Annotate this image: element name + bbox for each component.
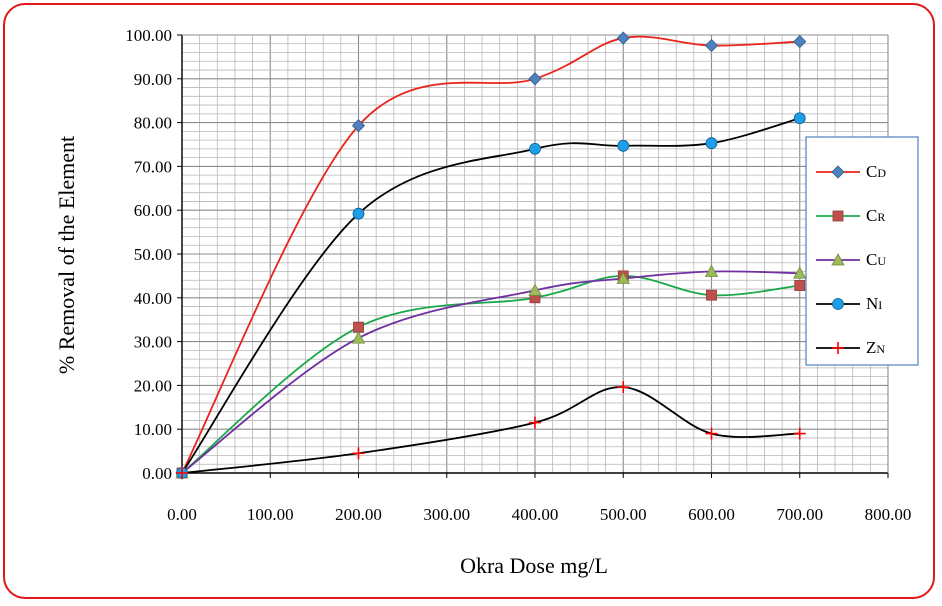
data-point-cu (528, 283, 542, 296)
data-point-cd (528, 72, 542, 86)
x-axis-title: Okra Dose mg/L (460, 553, 608, 578)
legend: CD CR CU NI ZN (805, 136, 919, 366)
y-tick-label: 100.00 (125, 26, 172, 45)
x-tick-label: 200.00 (335, 505, 382, 524)
legend-box (805, 136, 919, 366)
data-point-ni (617, 139, 630, 152)
legend-label-cr: CR (866, 206, 885, 225)
legend-marker-cu (831, 253, 845, 266)
series-line-cd (181, 35, 800, 474)
data-point-zn (705, 427, 718, 440)
data-markers (175, 31, 807, 480)
data-point-zn (176, 467, 188, 479)
data-point-zn (793, 427, 806, 440)
y-tick-label: 40.00 (134, 289, 172, 308)
axes (177, 34, 889, 478)
data-point-cd (704, 38, 719, 53)
legend-label-zn: ZN (866, 338, 885, 357)
y-tick-label: 90.00 (134, 70, 172, 89)
data-point-cd (351, 119, 366, 133)
x-tick-label: 400.00 (512, 505, 559, 524)
data-point-zn (617, 381, 630, 394)
legend-label-cd: CD (866, 162, 886, 181)
y-tick-label: 30.00 (134, 333, 172, 352)
x-tick-label: 700.00 (776, 505, 823, 524)
legend-label-ni: NI (866, 294, 882, 313)
data-point-cu (351, 331, 366, 344)
data-point-cr (706, 289, 717, 301)
y-tick-label: 80.00 (134, 114, 172, 133)
legend-marker-cd (831, 165, 845, 179)
data-point-zn (352, 447, 365, 460)
x-tick-label: 600.00 (688, 505, 735, 524)
series-line-cr (181, 274, 800, 474)
x-tick-label: 300.00 (423, 505, 470, 524)
y-tick-label: 60.00 (134, 201, 172, 220)
y-tick-label: 70.00 (134, 157, 172, 176)
x-tick-label: 100.00 (247, 505, 294, 524)
data-point-cr (353, 321, 364, 333)
chart-frame (3, 3, 935, 599)
data-point-ni (705, 137, 718, 150)
y-tick-label: 20.00 (134, 376, 172, 395)
y-axis-title: % Removal of the Element (54, 136, 79, 374)
gridlines (181, 34, 889, 474)
legend-marker-ni (832, 298, 844, 310)
y-tick-label: 50.00 (134, 245, 172, 264)
data-point-cu (704, 264, 719, 277)
data-point-cu (616, 271, 630, 284)
x-tick-label: 0.00 (167, 505, 197, 524)
data-point-ni (529, 142, 541, 155)
data-point-ni (352, 207, 365, 220)
y-tick-label: 0.00 (142, 464, 172, 483)
x-tick-label: 500.00 (600, 505, 647, 524)
y-tick-label: 10.00 (134, 420, 172, 439)
data-point-cd (793, 35, 807, 49)
tick-labels: 0.00 100.00 200.00 300.00 400.00 500.00 600.00… (125, 26, 911, 524)
data-point-cd (616, 31, 630, 45)
data-point-ni (793, 112, 806, 125)
data-point-zn (529, 416, 541, 429)
x-tick-label: 800.00 (865, 505, 912, 524)
series-line-zn (181, 386, 800, 474)
legend-marker-cr (832, 210, 844, 222)
data-point-cu (793, 266, 807, 279)
legend-marker-zn (832, 342, 844, 354)
data-point-cr (794, 280, 806, 291)
series-lines (181, 35, 800, 474)
legend-label-cu: CU (866, 250, 886, 269)
